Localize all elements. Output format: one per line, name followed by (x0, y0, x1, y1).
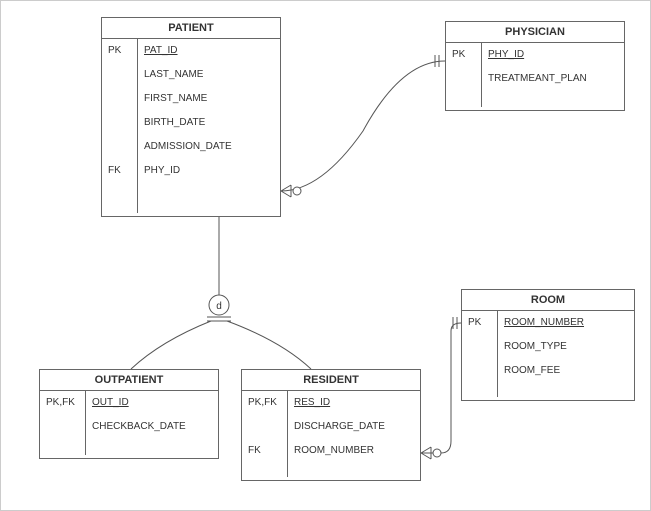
edge-resident-room (421, 317, 461, 459)
attr-cell: OUT_ID (86, 391, 218, 415)
key-cell: FK (102, 159, 137, 183)
entity-patient: PATIENT PK FK PAT_ID LAST_NAME FIRST_NAM… (101, 17, 281, 217)
key-cell: PK (446, 43, 481, 67)
attr-cell: PHY_ID (482, 43, 624, 67)
attr-cell: ROOM_NUMBER (288, 439, 420, 463)
entity-room: ROOM PK ROOM_NUMBER ROOM_TYPE ROOM_FEE (461, 289, 635, 401)
attr-cell: ROOM_TYPE (498, 335, 634, 359)
key-cell (102, 63, 137, 87)
key-cell (242, 415, 287, 439)
attr-cell: BIRTH_DATE (138, 111, 280, 135)
key-cell (446, 67, 481, 91)
attr-cell: ROOM_NUMBER (498, 311, 634, 335)
key-cell: PK (102, 39, 137, 63)
attr-cell: RES_ID (288, 391, 420, 415)
edge-disjoint-resident (227, 321, 311, 369)
key-cell: PK,FK (242, 391, 287, 415)
edge-disjoint-outpatient (131, 321, 211, 369)
attr-cell: PHY_ID (138, 159, 280, 183)
entity-resident: RESIDENT PK,FK FK RES_ID DISCHARGE_DATE … (241, 369, 421, 481)
key-cell: PK (462, 311, 497, 335)
key-cell (102, 111, 137, 135)
attr-cell: TREATMEANT_PLAN (482, 67, 624, 91)
entity-physician-title: PHYSICIAN (446, 22, 624, 43)
entity-physician: PHYSICIAN PK PHY_ID TREATMEANT_PLAN (445, 21, 625, 111)
key-cell (462, 335, 497, 359)
key-cell (102, 135, 137, 159)
key-cell (462, 359, 497, 383)
edge-patient-disjoint (207, 217, 231, 321)
key-cell (40, 415, 85, 439)
entity-resident-title: RESIDENT (242, 370, 420, 391)
attr-cell: ROOM_FEE (498, 359, 634, 383)
er-diagram-canvas: PATIENT PK FK PAT_ID LAST_NAME FIRST_NAM… (0, 0, 651, 511)
attr-cell: ADMISSION_DATE (138, 135, 280, 159)
attr-cell: PAT_ID (138, 39, 280, 63)
key-cell: PK,FK (40, 391, 85, 415)
entity-room-title: ROOM (462, 290, 634, 311)
attr-cell: LAST_NAME (138, 63, 280, 87)
entity-outpatient-title: OUTPATIENT (40, 370, 218, 391)
disjoint-label: d (216, 301, 222, 312)
entity-outpatient: OUTPATIENT PK,FK OUT_ID CHECKBACK_DATE (39, 369, 219, 459)
attr-cell: DISCHARGE_DATE (288, 415, 420, 439)
key-cell (102, 87, 137, 111)
disjoint-circle-icon (209, 295, 229, 315)
edge-patient-physician (281, 55, 445, 197)
attr-cell: CHECKBACK_DATE (86, 415, 218, 439)
key-cell: FK (242, 439, 287, 463)
attr-cell: FIRST_NAME (138, 87, 280, 111)
entity-patient-title: PATIENT (102, 18, 280, 39)
